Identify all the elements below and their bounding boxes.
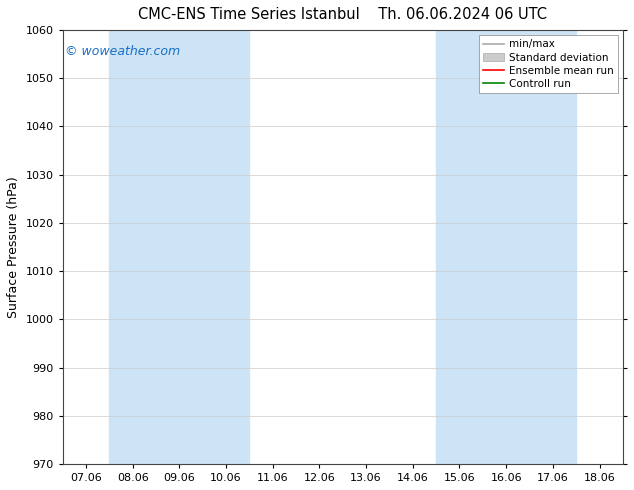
Bar <box>109 30 249 464</box>
Legend: min/max, Standard deviation, Ensemble mean run, Controll run: min/max, Standard deviation, Ensemble me… <box>479 35 618 93</box>
Title: CMC-ENS Time Series Istanbul    Th. 06.06.2024 06 UTC: CMC-ENS Time Series Istanbul Th. 06.06.2… <box>138 7 547 22</box>
Y-axis label: Surface Pressure (hPa): Surface Pressure (hPa) <box>7 176 20 318</box>
Text: © woweather.com: © woweather.com <box>65 45 181 58</box>
Bar <box>436 30 576 464</box>
